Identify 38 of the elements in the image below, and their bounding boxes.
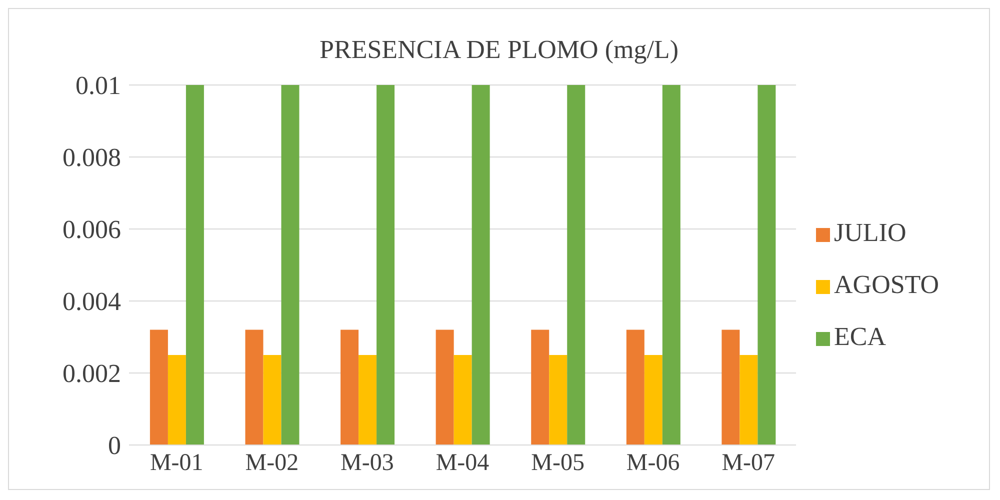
x-tick-label: M-05 — [531, 450, 584, 476]
bar — [150, 330, 168, 445]
bar — [245, 330, 264, 445]
legend-label: ECA — [834, 322, 886, 351]
bar — [531, 330, 550, 445]
bar — [436, 330, 454, 445]
bar — [549, 355, 568, 445]
x-tick-label: M-06 — [626, 450, 680, 476]
bar — [454, 355, 472, 445]
bar — [472, 85, 490, 445]
x-tick-label: M-03 — [340, 450, 394, 476]
bar — [263, 355, 282, 445]
bar — [340, 330, 359, 445]
y-tick-label: 0.004 — [62, 287, 121, 316]
bar — [168, 355, 186, 445]
y-tick-label: 0.002 — [62, 359, 121, 388]
x-tick-label: M-01 — [150, 450, 204, 476]
x-tick-label: M-07 — [722, 450, 776, 476]
x-tick-label: M-04 — [436, 450, 490, 476]
bar — [644, 355, 662, 445]
y-tick-label: 0.006 — [62, 215, 121, 244]
bar — [186, 85, 204, 445]
bar — [567, 85, 586, 445]
x-tick-label: M-02 — [245, 450, 299, 476]
chart-title: PRESENCIA DE PLOMO (mg/L) — [320, 35, 678, 64]
bar — [758, 85, 776, 445]
bar — [376, 85, 395, 445]
bar — [722, 330, 740, 445]
bar — [626, 330, 644, 445]
y-tick-label: 0 — [108, 431, 121, 460]
bar — [358, 355, 377, 445]
legend-label: AGOSTO — [834, 270, 939, 299]
y-tick-label: 0.008 — [62, 143, 121, 172]
legend-label: JULIO — [834, 218, 906, 247]
bar — [662, 85, 680, 445]
bar — [281, 85, 300, 445]
bar — [740, 355, 758, 445]
y-tick-label: 0.01 — [76, 71, 121, 100]
